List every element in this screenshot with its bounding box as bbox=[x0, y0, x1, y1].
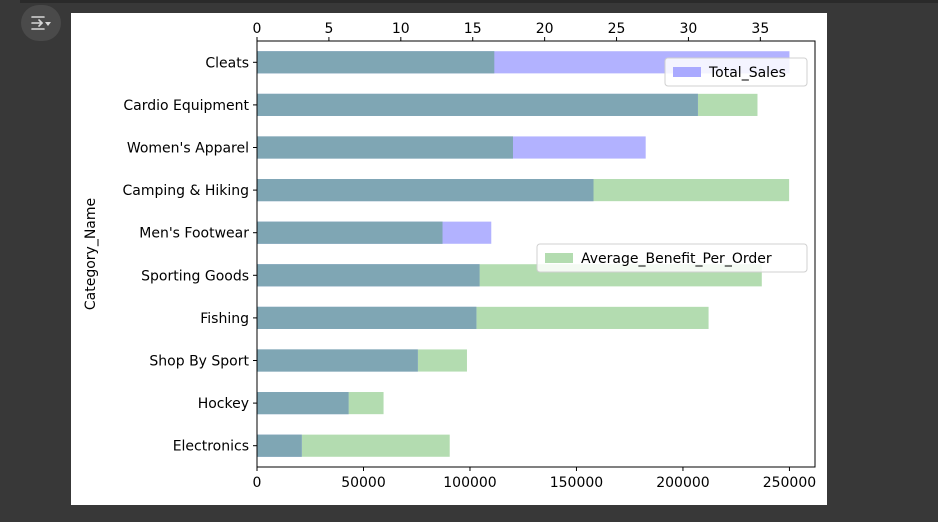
overlap-bar bbox=[257, 136, 513, 159]
x-top-tick-label: 15 bbox=[464, 21, 482, 37]
overlap-bar bbox=[257, 392, 349, 415]
legend-box bbox=[664, 57, 808, 87]
x-top-tick-label: 0 bbox=[253, 21, 262, 37]
x-bottom-tick-label: 50000 bbox=[341, 475, 386, 491]
y-tick-label: Shop By Sport bbox=[149, 354, 249, 370]
plot-frame bbox=[256, 40, 816, 468]
overlap-bar bbox=[257, 93, 698, 116]
x-bottom-tick-label: 0 bbox=[253, 475, 262, 491]
overlap-bar bbox=[257, 306, 477, 329]
legend-label: Average_Benefit_Per_Order bbox=[581, 251, 772, 267]
y-tick-label: Cleats bbox=[205, 55, 249, 71]
chart-figure: Cleats Cardio Equipment Women's Apparel Cam… bbox=[71, 13, 827, 505]
x-bottom-tick-label: 100000 bbox=[443, 475, 496, 491]
overlap-bar bbox=[257, 221, 443, 244]
overlap-bar bbox=[257, 179, 594, 202]
legend-label: Total_Sales bbox=[708, 65, 786, 81]
bar-chart: Cleats Cardio Equipment Women's Apparel Cam… bbox=[83, 21, 816, 491]
x-bottom-tick-label: 250000 bbox=[763, 475, 816, 491]
overlap-bar bbox=[257, 264, 480, 287]
legend-swatch bbox=[673, 67, 701, 77]
x-top-tick-label: 30 bbox=[680, 21, 698, 37]
benefit-bar bbox=[257, 434, 450, 457]
y-tick-label: Women's Apparel bbox=[127, 141, 249, 157]
output-settings-icon bbox=[31, 16, 51, 30]
y-tick-label: Fishing bbox=[200, 311, 249, 327]
x-bottom-tick-label: 150000 bbox=[550, 475, 603, 491]
overlap-bar bbox=[257, 51, 495, 74]
y-tick-label: Hockey bbox=[198, 396, 249, 412]
top-divider bbox=[20, 0, 938, 3]
x-top-tick-label: 10 bbox=[392, 21, 410, 37]
x-top-tick-label: 5 bbox=[324, 21, 333, 37]
y-tick-label: Electronics bbox=[173, 439, 249, 455]
y-axis-label: Category_Name bbox=[83, 198, 99, 310]
output-settings-button[interactable] bbox=[21, 5, 61, 41]
x-bottom-tick-label: 200000 bbox=[656, 475, 709, 491]
x-top-tick-label: 20 bbox=[536, 21, 554, 37]
y-tick-label: Camping & Hiking bbox=[122, 183, 249, 199]
overlap-bar bbox=[257, 434, 302, 457]
y-tick-label: Sporting Goods bbox=[141, 268, 249, 284]
legend-swatch bbox=[545, 253, 573, 263]
overlap-bar bbox=[257, 349, 418, 372]
legend-box bbox=[536, 243, 808, 273]
x-top-tick-label: 25 bbox=[608, 21, 626, 37]
y-tick-label: Cardio Equipment bbox=[123, 98, 249, 114]
y-tick-label: Men's Footwear bbox=[139, 226, 249, 242]
x-top-tick-label: 35 bbox=[751, 21, 769, 37]
